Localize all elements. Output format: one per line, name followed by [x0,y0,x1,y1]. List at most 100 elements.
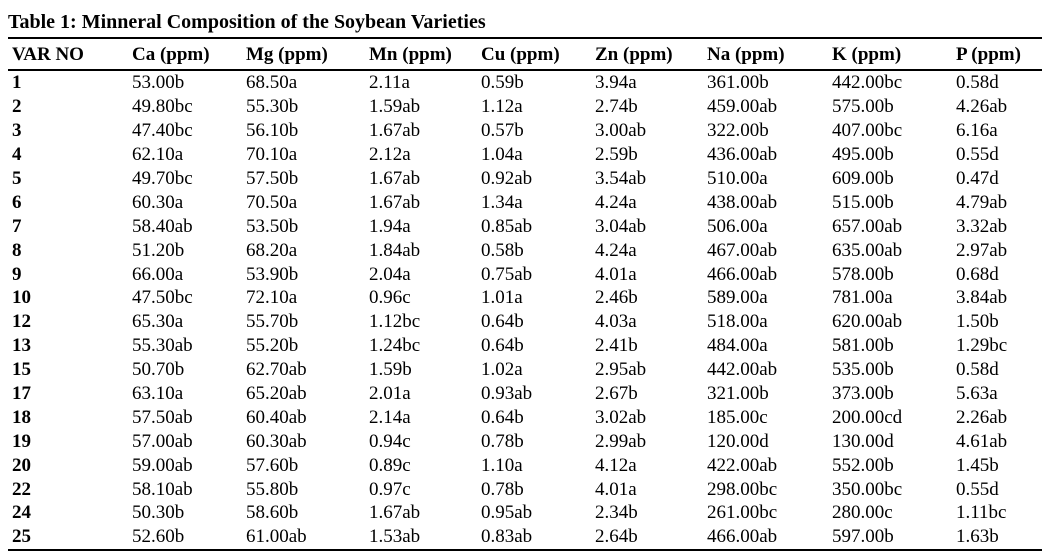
cell-p: 0.68d [956,263,999,285]
cell-k: 657.00ab [832,215,903,237]
cell-na: 120.00d [707,430,769,452]
cell-cu: 0.95ab [481,502,533,524]
cell-p: 2.26ab [956,406,1008,428]
table-row: 25 52.60b 61.00ab 1.53ab 0.83ab 2.64b 466.00ab… [8,524,1042,551]
cell-p: 2.97ab [956,239,1008,261]
header-row: VAR NO Ca (ppm) Mg (ppm) Mn (ppm) Cu (pp… [8,37,1042,71]
table-row: 24 50.30b 58.60b 1.67ab 0.95ab 2.34b 261.00bc 2… [8,501,1042,525]
cell-ca: 50.30b [132,502,185,524]
cell-zn: 3.04ab [595,215,647,237]
cell-var-no: 20 [12,454,31,476]
cell-mg: 72.10a [246,287,298,309]
cell-k: 575.00b [832,96,894,118]
cell-var-no: 22 [12,478,31,500]
cell-zn: 4.01a [595,478,637,500]
cell-var-no: 4 [12,144,22,166]
cell-k: 609.00b [832,168,894,189]
cell-p: 0.55d [956,144,999,166]
cell-zn: 2.99ab [595,430,647,452]
cell-zn: 2.74b [595,96,638,118]
cell-mn: 2.01a [369,383,411,405]
cell-mg: 61.00ab [246,524,369,551]
cell-ca: 65.30a [132,311,184,333]
cell-p: 4.79ab [956,191,1008,213]
cell-cu: 1.12a [481,96,523,118]
cell-var-no: 25 [8,524,132,551]
cell-cu: 0.64b [481,335,524,357]
cell-mn: 1.67ab [369,120,421,142]
cell-mg: 60.30ab [246,430,307,452]
cell-mn: 1.94a [369,215,411,237]
table-row: 1 53.00b 68.50a 2.11a 0.59b 3.94a 361.00b 442.0… [8,70,1042,95]
cell-na: 589.00a [707,287,768,309]
cell-k: 620.00ab [832,311,903,333]
cell-k: 495.00b [832,144,894,166]
cell-cu: 1.02a [481,359,523,381]
cell-mn: 2.14a [369,406,411,428]
cell-zn: 3.94a [595,72,637,94]
table-row: 5 49.70bc 57.50b 1.67ab 0.92ab 3.54ab 510.00a 6… [8,167,1042,191]
cell-var-no: 8 [12,239,22,261]
cell-var-no: 15 [12,359,31,381]
cell-cu: 0.59b [481,72,524,94]
table-row: 7 58.40ab 53.50b 1.94a 0.85ab 3.04ab 506.00a 65… [8,214,1042,238]
cell-ca: 66.00a [132,263,184,285]
cell-mg: 68.50a [246,72,298,94]
table-row: 8 51.20b 68.20a 1.84ab 0.58b 4.24a 467.00ab 635… [8,238,1042,262]
cell-cu: 0.92ab [481,168,533,189]
cell-zn: 3.54ab [595,168,647,189]
cell-zn: 4.03a [595,311,637,333]
cell-ca: 53.00b [132,72,185,94]
cell-ca: 47.50bc [132,287,193,309]
cell-p: 1.63b [956,524,1042,551]
cell-zn: 2.46b [595,287,638,309]
mineral-composition-table: VAR NO Ca (ppm) Mg (ppm) Mn (ppm) Cu (pp… [8,37,1042,551]
cell-cu: 0.75ab [481,263,533,285]
cell-mn: 1.67ab [369,502,421,524]
cell-p: 0.47d [956,168,999,189]
cell-var-no: 17 [12,383,31,405]
header-cu: Cu (ppm) [481,37,595,71]
cell-k: 442.00bc [832,72,903,94]
cell-na: 466.00ab [707,263,778,285]
cell-na: 466.00ab [707,524,832,551]
cell-ca: 57.00ab [132,430,193,452]
cell-mg: 70.50a [246,191,298,213]
cell-zn: 2.59b [595,144,638,166]
cell-na: 322.00b [707,120,769,142]
cell-ca: 49.70bc [132,168,193,189]
cell-ca: 49.80bc [132,96,193,118]
cell-mn: 1.59b [369,359,412,381]
cell-cu: 0.64b [481,311,524,333]
cell-k: 515.00b [832,191,894,213]
cell-cu: 1.34a [481,191,523,213]
table-row: 12 65.30a 55.70b 1.12bc 0.64b 4.03a 518.00a 620… [8,310,1042,334]
cell-mg: 65.20ab [246,383,307,405]
cell-p: 4.26ab [956,96,1008,118]
cell-k: 280.00c [832,502,893,524]
cell-cu: 0.78b [481,430,524,452]
cell-zn: 4.01a [595,263,637,285]
cell-mg: 53.90b [246,263,299,285]
cell-k: 781.00a [832,287,893,309]
cell-na: 361.00b [707,72,769,94]
cell-k: 535.00b [832,359,894,381]
cell-mn: 1.24bc [369,335,421,357]
cell-var-no: 1 [12,72,22,94]
cell-k: 552.00b [832,454,894,476]
cell-na: 467.00ab [707,239,778,261]
cell-mg: 60.40ab [246,406,307,428]
cell-na: 459.00ab [707,96,778,118]
cell-cu: 0.85ab [481,215,533,237]
cell-ca: 60.30a [132,191,184,213]
cell-p: 1.45b [956,454,999,476]
cell-var-no: 9 [12,263,22,285]
table-row: 15 50.70b 62.70ab 1.59b 1.02a 2.95ab 442.00ab 5… [8,358,1042,382]
cell-na: 422.00ab [707,454,778,476]
table-body: 1 53.00b 68.50a 2.11a 0.59b 3.94a 361.00b 442.0… [8,70,1042,551]
cell-mg: 62.70ab [246,359,307,381]
cell-p: 1.29bc [956,335,1008,357]
cell-var-no: 2 [12,96,22,118]
cell-p: 1.11bc [956,502,1007,524]
cell-var-no: 3 [12,120,22,142]
